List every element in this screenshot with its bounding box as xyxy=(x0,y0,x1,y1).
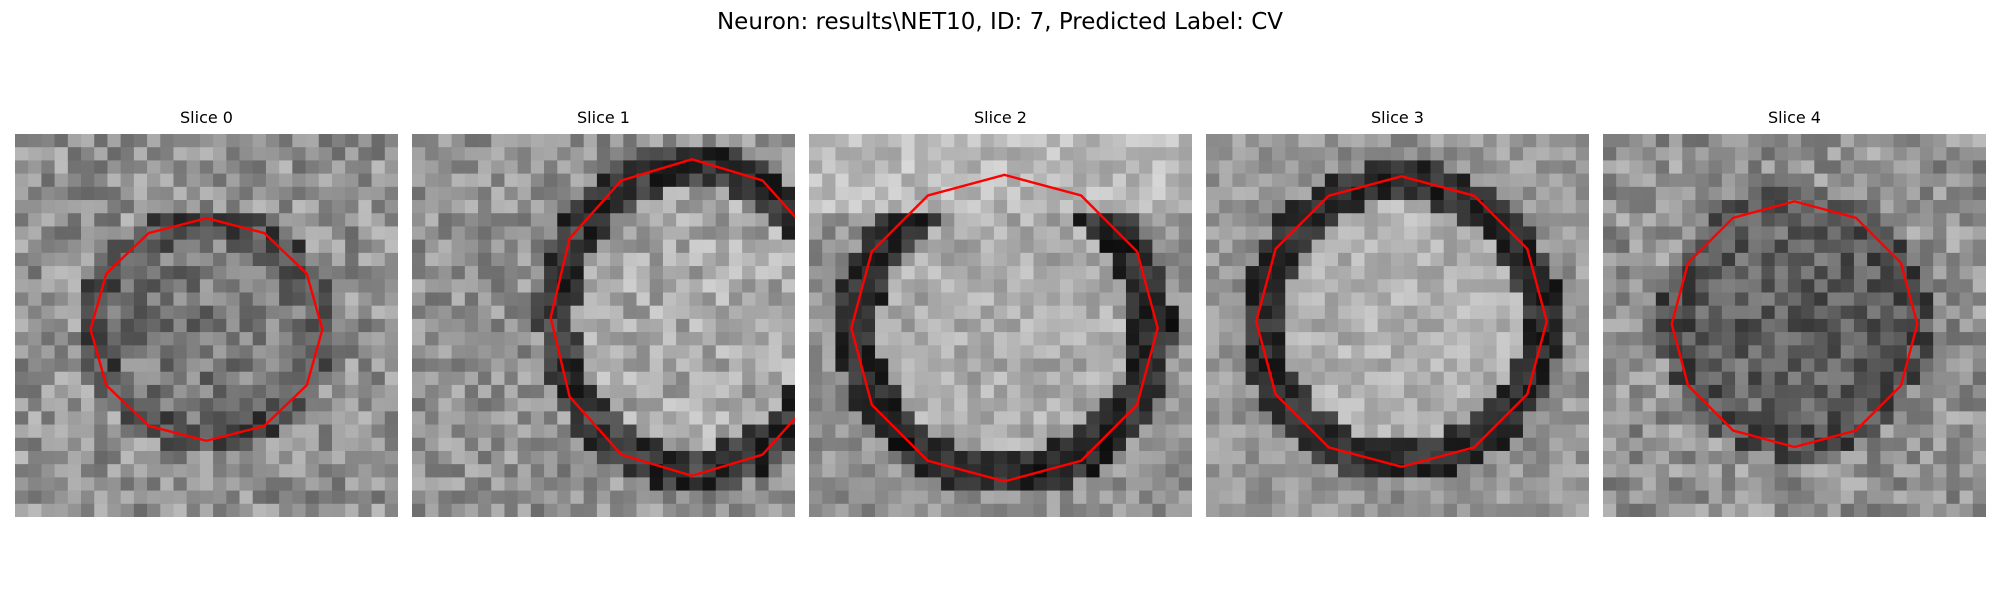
pixel-grid xyxy=(1206,134,1589,517)
pixel-grid xyxy=(412,134,795,517)
slice-canvas xyxy=(412,134,795,517)
slice-canvas xyxy=(809,134,1192,517)
slice-canvas xyxy=(1206,134,1589,517)
slice-image xyxy=(1603,134,1986,517)
segmentation-outline xyxy=(850,173,1159,483)
figure-title: Neuron: results\NET10, ID: 7, Predicted … xyxy=(716,9,1284,35)
pixel-grid xyxy=(15,134,398,517)
segmentation-outline xyxy=(1254,175,1548,469)
segmentation-outline xyxy=(89,216,324,443)
slice-title: Slice 2 xyxy=(974,108,1027,127)
slice-canvas xyxy=(1603,134,1986,517)
pixel-grid xyxy=(809,134,1192,517)
segmentation-outline xyxy=(1670,200,1919,449)
slice-title: Slice 3 xyxy=(1371,108,1424,127)
slice-image xyxy=(809,134,1192,517)
slice-image xyxy=(15,134,398,517)
slice-image xyxy=(1206,134,1589,517)
slice-title: Slice 0 xyxy=(180,108,233,127)
pixel-grid xyxy=(1603,134,1986,517)
slice-canvas xyxy=(15,134,398,517)
slice-image xyxy=(412,134,795,517)
segmentation-outline xyxy=(549,158,795,478)
slice-title: Slice 1 xyxy=(577,108,630,127)
slice-title: Slice 4 xyxy=(1768,108,1821,127)
